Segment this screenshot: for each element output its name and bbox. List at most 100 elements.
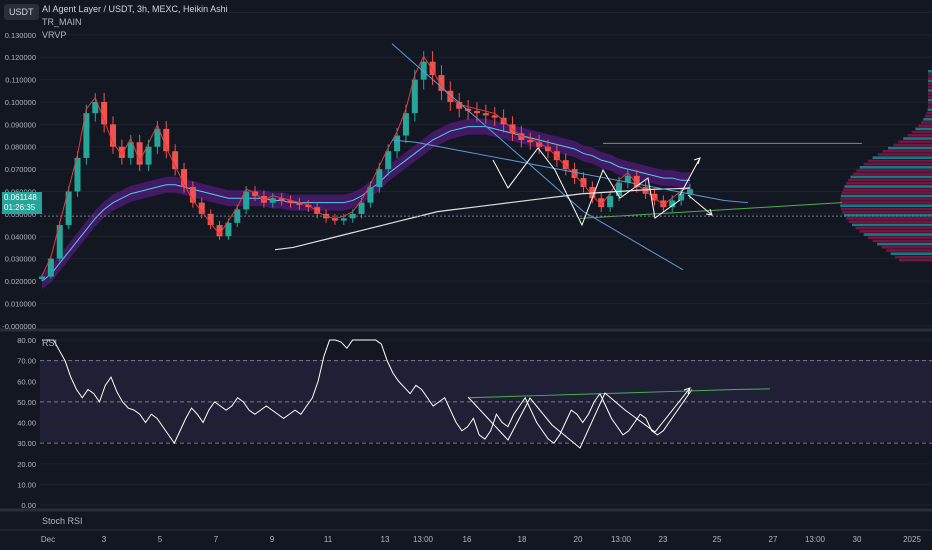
volume-profile-bar — [927, 108, 932, 111]
candle-body — [314, 207, 321, 214]
candle-body — [189, 187, 196, 203]
candle-body — [624, 175, 631, 183]
candle-body — [127, 142, 134, 158]
candle-body — [83, 113, 90, 158]
volume-profile-bar — [925, 114, 932, 118]
symbol-title[interactable]: AI Agent Layer / USDT, 3h, MEXC, Heikin … — [42, 4, 228, 14]
volume-profile-bar — [848, 220, 932, 223]
candle-body — [65, 191, 72, 226]
volume-profile-bar — [921, 121, 932, 124]
time-tick-label: 23 — [659, 535, 668, 544]
time-tick-label: 16 — [463, 535, 472, 544]
rsi-tick-label: 0.00 — [21, 501, 36, 510]
volume-profile-bar — [928, 89, 932, 92]
indicator-vrvp[interactable]: VRVP — [42, 30, 67, 40]
time-tick-label: 11 — [324, 535, 333, 544]
volume-profile-bar — [903, 137, 932, 140]
candle-body — [429, 61, 436, 76]
volume-profile-bar — [898, 140, 932, 143]
time-tick-label: 13:00 — [413, 535, 434, 544]
candles — [39, 51, 693, 281]
currency-badge[interactable]: USDT — [4, 4, 39, 20]
candle-body — [216, 225, 223, 237]
volume-profile-bar — [840, 204, 932, 207]
rsi-label[interactable]: RSI — [42, 338, 58, 348]
candle-body — [172, 151, 179, 170]
volume-profile-bar — [923, 118, 932, 121]
arrow-head-down — [705, 208, 713, 216]
price-tick-label: 0.060000 — [5, 187, 36, 196]
price-tick-label: 0.040000 — [5, 232, 36, 241]
volume-profile-bar — [928, 95, 932, 99]
volume-profile-bar — [867, 159, 932, 163]
price-tick-label: 0.100000 — [5, 98, 36, 107]
projection-arrow-up — [679, 157, 701, 196]
volume-profile-bar — [840, 201, 932, 204]
volume-profile-bar — [928, 82, 932, 86]
candle-body — [101, 101, 108, 125]
candle-body — [278, 198, 285, 201]
rsi-tick-label: 50.00 — [17, 398, 36, 407]
volume-profile-bar — [928, 79, 932, 83]
rsi-tick-label: 30.00 — [17, 439, 36, 448]
price-tick-label: -0.000000 — [2, 322, 36, 331]
candle-body — [287, 200, 294, 203]
slow-ma-line — [274, 187, 691, 251]
candle-body — [181, 169, 188, 188]
stoch-rsi-label[interactable]: Stoch RSI — [42, 516, 83, 526]
candle-body — [269, 198, 276, 203]
volume-profile-bar — [868, 236, 932, 239]
volume-profile-bar — [877, 242, 932, 246]
volume-profile-bar — [881, 246, 932, 249]
volume-profile-bar — [915, 127, 932, 131]
volume-profile-bar — [928, 92, 932, 95]
candle-body — [438, 75, 445, 91]
candle-body — [136, 142, 143, 165]
candle-body — [118, 146, 125, 158]
rsi-band — [40, 360, 932, 442]
volume-profile-bar — [846, 182, 932, 185]
last-price-tag: 0.061148 01:26:35 — [2, 192, 42, 214]
rsi-tick-label: 40.00 — [17, 419, 36, 428]
candle-body — [260, 195, 267, 203]
price-axis[interactable]: 0.1400000.1300000.1200000.1100000.100000… — [2, 8, 36, 330]
rsi-pane[interactable] — [40, 339, 932, 506]
projection-arrow-down — [687, 194, 713, 216]
drawing-overlays — [40, 43, 932, 271]
time-tick-label: 13:00 — [805, 535, 826, 544]
candle-body — [367, 187, 374, 203]
time-axis[interactable]: Dec 3 5 7 9 11 13 13:00 16 18 20 13:00 23 25 27 13:00 30… — [41, 535, 922, 544]
candle-body — [56, 225, 63, 259]
candle-body — [163, 128, 170, 152]
volume-profile-bar — [928, 102, 932, 105]
price-tick-label: 0.080000 — [5, 143, 36, 152]
volume-profile-bar — [853, 172, 932, 175]
fast-ma-line — [41, 55, 691, 276]
rsi-line — [42, 339, 693, 445]
volume-profile-bar — [846, 217, 932, 220]
candle-body — [74, 157, 81, 192]
volume-profile-bar — [928, 70, 932, 73]
volume-profile-bar — [841, 191, 932, 195]
volume-profile-bar — [898, 258, 932, 262]
rsi-tick-label: 60.00 — [17, 377, 36, 386]
time-tick-label: 25 — [713, 535, 722, 544]
candle-body — [39, 276, 45, 279]
rsi-lines — [42, 339, 771, 449]
volume-profile-bar — [872, 156, 932, 159]
volume-profile-bar — [882, 150, 932, 153]
indicator-tr-main[interactable]: TR_MAIN — [42, 17, 82, 27]
rsi-axis[interactable]: 80.00 70.00 60.00 50.00 40.00 30.00 20.00 10.00… — [17, 336, 36, 510]
rsi-arrow-head — [683, 387, 691, 395]
time-tick-label: 30 — [853, 535, 862, 544]
candle-body — [687, 189, 693, 194]
price-pane[interactable] — [39, 11, 932, 327]
price-tick-label: 0.070000 — [5, 165, 36, 174]
volume-profile-bar — [859, 166, 932, 169]
candle-body — [243, 191, 250, 210]
candle-body — [482, 113, 489, 116]
volume-profile-bar — [855, 226, 932, 230]
last-price: 0.061148 — [4, 193, 37, 202]
time-tick-label: 18 — [518, 535, 527, 544]
